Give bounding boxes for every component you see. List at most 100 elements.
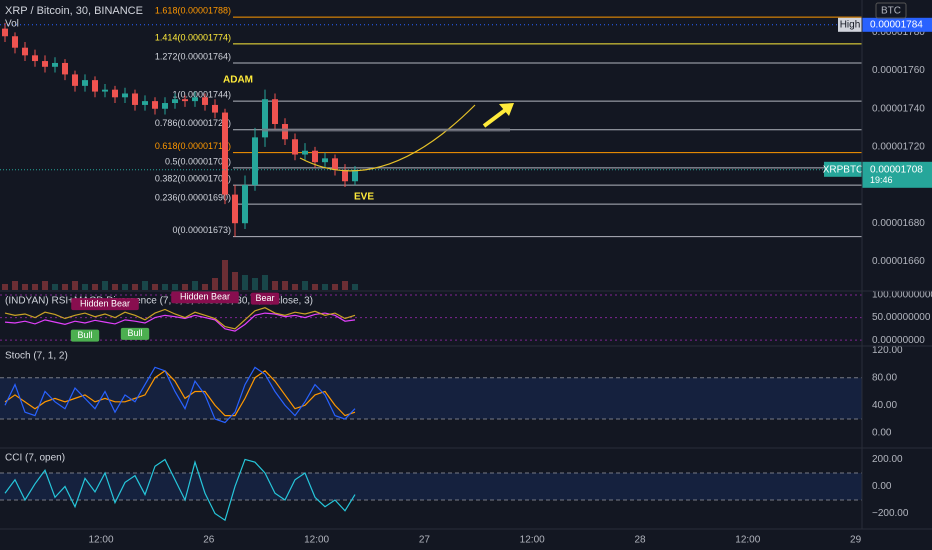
volume-bar — [322, 284, 328, 290]
volume-bar — [302, 281, 308, 290]
fib-label: 1.272(0.00001764) — [155, 51, 231, 61]
volume-bar — [212, 278, 218, 290]
fib-label: 0.382(0.00001700) — [155, 173, 231, 183]
volume-bar — [102, 281, 108, 290]
rsi-line — [4, 307, 356, 330]
indicator-tick-label: 0.00000000 — [872, 335, 925, 346]
time-label: 29 — [850, 535, 862, 546]
volume-label: Vol — [5, 19, 19, 30]
candle-body — [202, 97, 208, 105]
volume-bar — [12, 281, 18, 290]
time-label: 27 — [419, 535, 431, 546]
time-label: 12:00 — [304, 535, 329, 546]
candle-body — [102, 89, 108, 92]
annotation: EVE — [354, 192, 374, 203]
indicator-tick-label: 100.00000000 — [872, 290, 932, 301]
signal-label: Hidden Bear — [180, 292, 230, 302]
candle-body — [342, 169, 348, 182]
volume-bar — [192, 281, 198, 290]
candle-body — [182, 99, 188, 102]
high-box — [862, 17, 932, 32]
volume-bar — [352, 284, 358, 290]
volume-bar — [122, 284, 128, 290]
candle-body — [112, 89, 118, 98]
candle-body — [62, 62, 68, 75]
candle-body — [32, 55, 38, 62]
candle-body — [2, 28, 8, 37]
volume-bar — [242, 275, 248, 290]
candle-body — [82, 80, 88, 86]
indicator-tick-label: 80.00 — [872, 372, 897, 383]
volume-bar — [252, 278, 258, 290]
volume-bar — [292, 284, 298, 290]
last-value: 0.00001708 — [870, 164, 923, 175]
stoch-k — [4, 366, 356, 424]
arrow-head — [499, 103, 514, 116]
signal-label: Bear — [255, 293, 274, 303]
time-label: 12:00 — [88, 535, 113, 546]
volume-bar — [172, 284, 178, 290]
indicator-tick-label: 200.00 — [872, 454, 903, 465]
price-tick-label: 0.00001720 — [872, 142, 925, 153]
volume-bar — [202, 284, 208, 290]
fib-label: 1.414(0.00001774) — [155, 32, 231, 42]
price-tick-label: 0.00001760 — [872, 65, 925, 76]
volume-bar — [282, 281, 288, 290]
indicator-title: Stoch (7, 1, 2) — [5, 351, 68, 362]
volume-bar — [52, 284, 58, 290]
volume-bar — [162, 284, 168, 290]
candle-body — [322, 158, 328, 163]
candle-body — [352, 169, 358, 182]
last-name: XRPBTC — [823, 164, 864, 175]
last-tag — [824, 161, 862, 177]
candle-body — [262, 99, 268, 138]
candle-body — [12, 36, 18, 48]
price-tick-label: 0.00001660 — [872, 256, 925, 267]
candle-body — [302, 150, 308, 155]
time-label: 26 — [203, 535, 215, 546]
price-tick-label: 0.00001680 — [872, 218, 925, 229]
high-tag — [838, 17, 862, 32]
cci-line — [4, 458, 356, 522]
price-tick-label: 0.00001780 — [872, 27, 925, 38]
signal-box — [120, 327, 150, 340]
volume-bar — [82, 284, 88, 290]
signal-box — [250, 292, 280, 305]
candle-body — [22, 47, 28, 56]
signal-label: Bull — [77, 330, 92, 340]
candle-body — [272, 99, 278, 125]
signal-box — [171, 291, 239, 304]
volume-bar — [2, 284, 8, 290]
stoch-d — [4, 370, 356, 417]
fib-label: 0.786(0.00001729) — [155, 118, 231, 128]
fib-label: 0.618(0.00001717) — [155, 141, 231, 151]
volume-bar — [132, 284, 138, 290]
price-tick-label: 0.00001740 — [872, 103, 925, 114]
volume-bar — [232, 272, 238, 290]
time-label: 12:00 — [735, 535, 760, 546]
volume-bar — [182, 284, 188, 290]
high-value: 0.00001784 — [870, 19, 923, 30]
indicator-tick-label: 0.00 — [872, 481, 892, 492]
candle-body — [122, 93, 128, 98]
indicator-title: CCI (7, open) — [5, 453, 65, 464]
indicator-title: (INDYAN) RSI+MACD Divergence (7, 0, 5, c… — [5, 296, 313, 307]
currency: BTC — [881, 6, 901, 17]
indicator-tick-label: 40.00 — [872, 400, 897, 411]
candle-body — [312, 150, 318, 163]
volume-bar — [332, 284, 338, 290]
annotation: ADAM — [223, 75, 253, 86]
candle-body — [132, 93, 138, 105]
indicator-tick-label: 50.00000000 — [872, 312, 931, 323]
volume-bar — [22, 284, 28, 290]
volume-bar — [272, 281, 278, 290]
band — [0, 377, 862, 420]
volume-bar — [42, 281, 48, 290]
signal-label: Bull — [127, 328, 142, 338]
arrow-shaft — [482, 106, 510, 128]
volume-bar — [262, 275, 268, 290]
currency-box — [875, 2, 907, 19]
signal-label: Hidden Bear — [80, 298, 130, 308]
